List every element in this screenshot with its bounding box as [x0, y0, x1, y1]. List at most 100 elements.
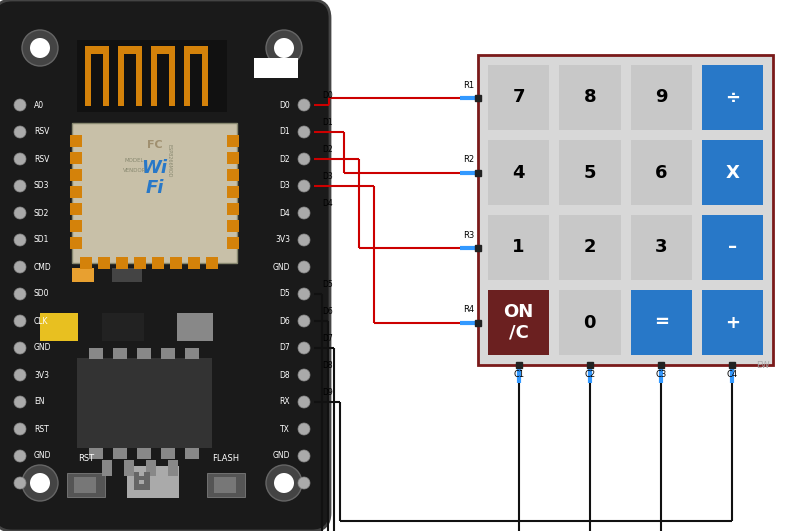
Text: D4: D4: [322, 199, 333, 208]
Circle shape: [14, 315, 26, 327]
Text: D1: D1: [322, 118, 333, 127]
Bar: [137, 348, 151, 359]
Circle shape: [14, 180, 26, 192]
Circle shape: [298, 261, 310, 273]
Bar: [134, 472, 150, 490]
Circle shape: [14, 450, 26, 462]
Text: C4: C4: [727, 370, 738, 379]
Text: D3: D3: [322, 172, 333, 181]
Text: C1: C1: [513, 370, 524, 379]
Bar: [98, 257, 110, 269]
Circle shape: [298, 207, 310, 219]
Bar: [113, 348, 127, 359]
Bar: [118, 46, 124, 106]
Bar: [102, 460, 112, 476]
Text: Vin: Vin: [34, 478, 46, 487]
Bar: [185, 348, 199, 359]
Text: VENDOR: VENDOR: [123, 168, 146, 174]
Bar: [630, 290, 692, 355]
Text: D5: D5: [279, 289, 290, 298]
Text: 3V3: 3V3: [275, 478, 290, 487]
Bar: [202, 46, 208, 106]
Bar: [139, 472, 144, 476]
Text: RST: RST: [78, 454, 94, 463]
Bar: [103, 46, 109, 106]
Bar: [478, 55, 773, 365]
Bar: [488, 65, 549, 130]
Bar: [559, 65, 620, 130]
Bar: [702, 65, 763, 130]
Text: –: –: [728, 238, 737, 256]
Text: D7: D7: [279, 344, 290, 353]
Circle shape: [298, 153, 310, 165]
Bar: [80, 257, 92, 269]
Text: D6: D6: [322, 307, 333, 316]
Text: EW: EW: [756, 361, 770, 370]
Text: D5: D5: [322, 280, 333, 289]
Bar: [702, 215, 763, 280]
Text: TX: TX: [280, 424, 290, 433]
Text: GND: GND: [273, 451, 290, 460]
Text: MODEL: MODEL: [125, 158, 144, 164]
Bar: [170, 257, 182, 269]
Text: RSV: RSV: [34, 127, 49, 136]
Circle shape: [22, 30, 58, 66]
Text: RST: RST: [34, 424, 49, 433]
Bar: [161, 448, 175, 459]
Bar: [254, 58, 298, 78]
Bar: [214, 477, 236, 493]
Circle shape: [298, 342, 310, 354]
Text: ON
/C: ON /C: [504, 303, 534, 342]
Circle shape: [298, 234, 310, 246]
Text: ÷: ÷: [725, 89, 740, 107]
Text: 4: 4: [513, 164, 525, 182]
Text: SD0: SD0: [34, 289, 50, 298]
Bar: [169, 46, 175, 106]
Bar: [116, 257, 128, 269]
Text: C3: C3: [656, 370, 667, 379]
Circle shape: [298, 423, 310, 435]
Text: D0: D0: [279, 100, 290, 109]
Circle shape: [298, 396, 310, 408]
Text: 1: 1: [513, 238, 525, 256]
Text: R3: R3: [463, 230, 474, 239]
Bar: [112, 268, 142, 282]
Text: =: =: [653, 313, 668, 331]
Text: SD2: SD2: [34, 209, 49, 218]
Text: 6: 6: [655, 164, 668, 182]
Text: 2: 2: [584, 238, 596, 256]
Bar: [227, 135, 239, 147]
Text: RX: RX: [279, 398, 290, 407]
Text: CMD: CMD: [34, 262, 51, 271]
Bar: [40, 313, 78, 341]
Text: 3V3: 3V3: [275, 236, 290, 244]
Text: D8: D8: [279, 371, 290, 380]
Text: EN: EN: [34, 398, 44, 407]
Text: D3: D3: [279, 182, 290, 191]
Circle shape: [298, 315, 310, 327]
Text: SD3: SD3: [34, 182, 50, 191]
Text: 5: 5: [584, 164, 596, 182]
Bar: [74, 477, 96, 493]
Bar: [70, 220, 82, 232]
Text: CLK: CLK: [34, 316, 48, 326]
Text: 3V3: 3V3: [34, 371, 49, 380]
Text: 7: 7: [513, 89, 525, 107]
Circle shape: [298, 180, 310, 192]
Bar: [630, 65, 692, 130]
Bar: [70, 152, 82, 164]
Circle shape: [298, 288, 310, 300]
Text: 3: 3: [655, 238, 668, 256]
Text: A0: A0: [34, 100, 44, 109]
Circle shape: [14, 234, 26, 246]
Bar: [207, 473, 245, 497]
Bar: [168, 460, 178, 476]
Text: X: X: [725, 164, 740, 182]
Circle shape: [14, 99, 26, 111]
Bar: [70, 237, 82, 249]
Text: 8: 8: [584, 89, 596, 107]
Circle shape: [274, 473, 294, 493]
Text: D4: D4: [279, 209, 290, 218]
Text: D9: D9: [322, 388, 333, 397]
Text: 9: 9: [655, 89, 668, 107]
